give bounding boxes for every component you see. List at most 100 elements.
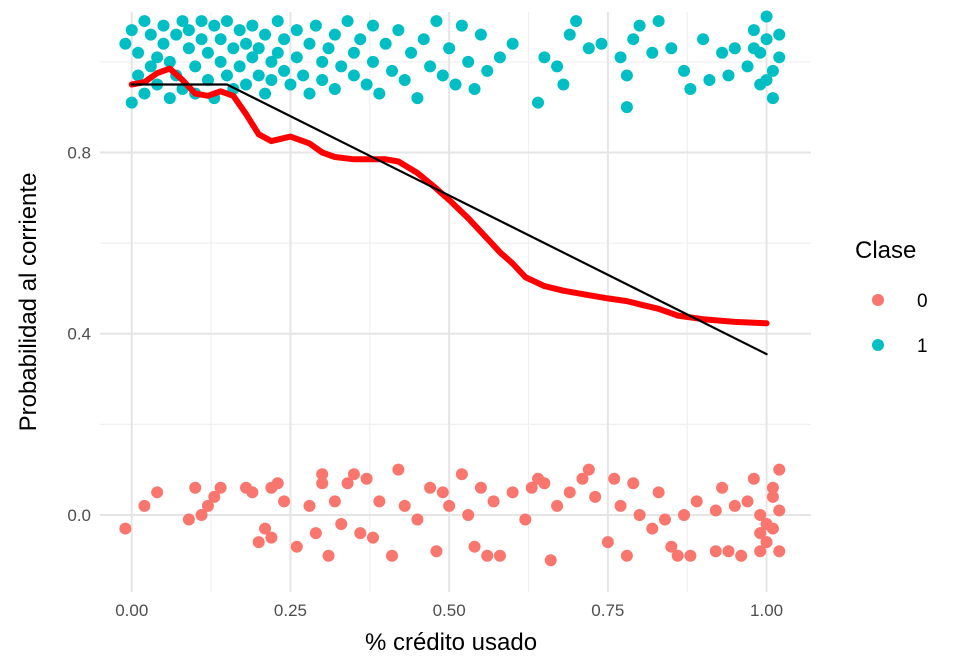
data-point-class-1 [773,51,786,64]
data-point-class-1 [652,15,665,28]
data-point-class-1 [766,92,779,105]
data-point-class-0 [347,468,360,481]
data-point-class-1 [532,96,545,109]
data-point-class-1 [646,46,659,59]
data-point-class-0 [360,472,373,485]
data-point-class-0 [766,522,779,535]
data-point-class-1 [506,37,519,50]
data-point-class-1 [309,19,322,32]
data-point-class-1 [201,46,214,59]
data-point-class-1 [481,64,494,77]
data-point-class-1 [627,33,640,46]
data-point-class-1 [144,60,157,73]
data-point-class-1 [322,42,335,55]
data-point-class-0 [709,504,722,517]
data-point-class-1 [138,15,151,28]
legend-key-0 [872,294,884,306]
data-point-class-1 [335,60,348,73]
data-point-class-1 [436,69,449,82]
data-point-class-1 [462,55,475,68]
data-point-class-1 [620,101,633,114]
data-point-class-1 [360,78,373,91]
data-point-class-0 [265,531,278,544]
x-tick-label: 0.25 [274,601,307,620]
data-point-class-1 [259,87,272,100]
data-point-class-0 [386,549,399,562]
data-point-class-1 [443,42,456,55]
data-point-class-0 [684,549,697,562]
data-point-class-0 [576,472,589,485]
data-point-class-0 [481,549,494,562]
data-point-class-0 [271,477,284,490]
data-point-class-0 [392,463,405,476]
data-point-class-0 [398,499,411,512]
data-point-class-0 [201,499,214,512]
data-point-class-0 [773,463,786,476]
x-tick-label: 1.00 [750,601,783,620]
data-point-class-0 [754,508,767,521]
y-tick-label: 0.0 [67,506,91,525]
data-point-class-1 [259,28,272,41]
data-point-class-1 [722,69,735,82]
data-point-class-1 [132,46,145,59]
data-point-class-1 [252,69,265,82]
data-point-class-0 [493,549,506,562]
data-point-class-0 [728,499,741,512]
data-point-class-1 [417,33,430,46]
data-point-class-1 [316,55,329,68]
data-point-class-0 [335,518,348,531]
data-point-class-0 [366,531,379,544]
x-tick-label: 0.75 [591,601,624,620]
data-point-class-1 [493,51,506,64]
data-point-class-0 [151,486,164,499]
data-point-class-0 [614,499,627,512]
data-point-class-1 [392,24,405,37]
legend-key-1 [872,339,884,351]
data-point-class-1 [208,19,221,32]
data-point-class-1 [366,19,379,32]
data-point-class-1 [252,42,265,55]
data-point-class-1 [214,55,227,68]
data-point-class-0 [474,481,487,494]
data-point-class-0 [709,545,722,558]
data-point-class-1 [347,46,360,59]
data-point-class-1 [760,33,773,46]
data-point-class-1 [347,69,360,82]
data-point-class-0 [608,472,621,485]
y-tick-label: 0.8 [67,143,91,162]
data-point-class-0 [773,504,786,517]
data-point-class-1 [570,15,583,28]
data-point-class-1 [455,19,468,32]
data-point-class-1 [119,37,132,50]
data-point-class-1 [220,15,233,28]
data-point-class-1 [195,33,208,46]
y-tick-labels: 0.0 0.4 0.8 [67,143,91,525]
data-point-class-1 [366,55,379,68]
data-point-class-1 [430,15,443,28]
data-point-class-0 [208,490,221,503]
data-point-class-0 [665,540,678,553]
data-point-class-0 [411,513,424,526]
x-tick-label: 0.50 [433,601,466,620]
data-point-class-1 [265,73,278,86]
data-point-class-1 [716,46,729,59]
y-axis-title: Probabilidad al corriente [15,173,42,432]
data-point-class-1 [468,83,481,96]
data-point-class-0 [589,490,602,503]
data-point-class-0 [627,477,640,490]
data-point-class-0 [424,481,437,494]
data-point-class-1 [411,92,424,105]
data-point-class-0 [582,463,595,476]
data-point-class-1 [132,69,145,82]
data-point-class-1 [246,19,259,32]
data-point-class-0 [487,495,500,508]
data-point-class-1 [760,10,773,23]
data-point-class-0 [519,513,532,526]
data-point-class-1 [538,51,551,64]
data-point-class-1 [189,60,202,73]
data-point-class-1 [354,33,367,46]
data-point-class-1 [747,24,760,37]
data-point-class-0 [678,508,691,521]
data-point-class-1 [474,28,487,41]
data-point-class-1 [379,37,392,50]
